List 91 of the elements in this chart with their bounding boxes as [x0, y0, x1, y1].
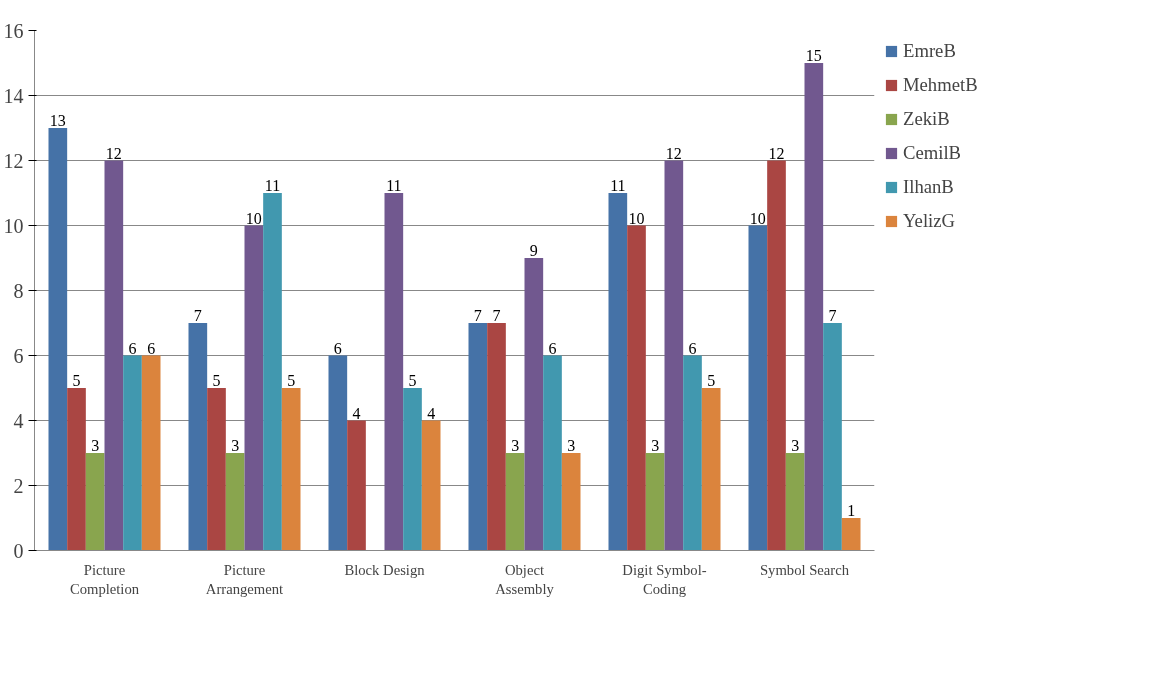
- data-label: 6: [333, 339, 342, 357]
- data-label: 3: [567, 437, 576, 454]
- data-label: 9: [529, 242, 538, 259]
- x-tick-label: Picture Arrangement: [205, 561, 284, 597]
- y-tick-label: 14: [3, 84, 24, 107]
- bar: [561, 453, 581, 551]
- bar: [748, 225, 768, 551]
- data-label: 7: [828, 307, 837, 324]
- y-tick-label: 16: [3, 19, 24, 42]
- x-tick-label: Digit Symbol- Coding: [622, 561, 707, 597]
- data-label: 5: [408, 372, 417, 389]
- data-label: 3: [511, 437, 520, 454]
- bar: [403, 388, 422, 551]
- data-label: 5: [707, 372, 716, 389]
- bar: [123, 355, 142, 551]
- bar: [487, 323, 506, 551]
- data-label: 10: [245, 209, 262, 227]
- data-label: 3: [651, 437, 660, 454]
- bar: [207, 388, 226, 551]
- data-label: 4: [427, 404, 436, 422]
- bar: [225, 453, 245, 551]
- data-label: 12: [665, 144, 682, 162]
- data-label: 10: [749, 209, 766, 227]
- bar: [664, 160, 684, 551]
- bar: [328, 355, 348, 551]
- bar: [785, 453, 805, 551]
- bar: [524, 258, 544, 551]
- y-tick-label: 6: [13, 344, 24, 367]
- y-tick-label: 0: [13, 539, 24, 562]
- bar: [543, 355, 562, 551]
- bar: [627, 225, 646, 551]
- legend-label: IlhanB: [903, 176, 954, 198]
- legend-label: MehmetB: [903, 74, 978, 96]
- data-label: 3: [91, 437, 100, 454]
- x-tick-label: Picture Completion: [69, 561, 140, 597]
- bar: [263, 193, 282, 551]
- bar: [645, 453, 665, 551]
- data-label: 5: [72, 372, 81, 389]
- bar: [767, 160, 786, 551]
- data-label: 6: [147, 339, 156, 357]
- data-label: 15: [805, 47, 822, 64]
- bar: [141, 355, 161, 551]
- bar: [347, 420, 366, 551]
- data-label: 7: [473, 307, 482, 324]
- data-label: 6: [128, 339, 137, 357]
- y-tick-label: 10: [3, 214, 24, 237]
- bar: [468, 323, 488, 551]
- data-label: 5: [287, 372, 296, 389]
- x-tick-label: Symbol Search: [759, 561, 850, 578]
- data-label: 12: [105, 144, 122, 162]
- data-label: 13: [49, 112, 66, 129]
- bar: [683, 355, 702, 551]
- legend-label: ZekiB: [903, 108, 950, 130]
- data-label: 6: [548, 339, 557, 357]
- legend-label: CemilB: [903, 142, 962, 164]
- legend-label: EmreB: [903, 40, 956, 62]
- data-label: 11: [610, 177, 626, 194]
- data-label: 7: [492, 307, 501, 324]
- data-label: 11: [386, 177, 402, 194]
- bar: [85, 453, 105, 551]
- bar: [804, 63, 824, 551]
- bar: [244, 225, 264, 551]
- legend-label: YelizG: [903, 210, 956, 232]
- data-label: 1: [847, 502, 856, 519]
- bar: [67, 388, 86, 551]
- data-label: 10: [628, 209, 645, 227]
- data-label: 5: [212, 372, 221, 389]
- data-label: 3: [231, 437, 240, 454]
- bar: [841, 518, 861, 551]
- y-tick-label: 8: [13, 279, 24, 302]
- data-label: 4: [352, 404, 361, 422]
- bar: [608, 193, 628, 551]
- y-tick-label: 12: [3, 149, 24, 172]
- bar: [823, 323, 842, 551]
- data-label: 3: [791, 437, 800, 454]
- x-tick-label: Object Assembly: [495, 561, 555, 597]
- bar: [384, 193, 404, 551]
- data-label: 11: [264, 177, 281, 194]
- bar: [421, 420, 441, 551]
- data-label: 12: [768, 144, 785, 162]
- bar: [505, 453, 525, 551]
- bar: [701, 388, 721, 551]
- bar: [281, 388, 301, 551]
- y-tick-label: 4: [13, 409, 24, 432]
- bar: [188, 323, 208, 551]
- x-tick-label: Block Design: [344, 561, 426, 578]
- bar: [48, 128, 68, 551]
- bar: [104, 160, 124, 551]
- data-label: 7: [193, 307, 202, 324]
- y-tick-label: 2: [13, 474, 24, 497]
- data-label: 6: [688, 339, 697, 357]
